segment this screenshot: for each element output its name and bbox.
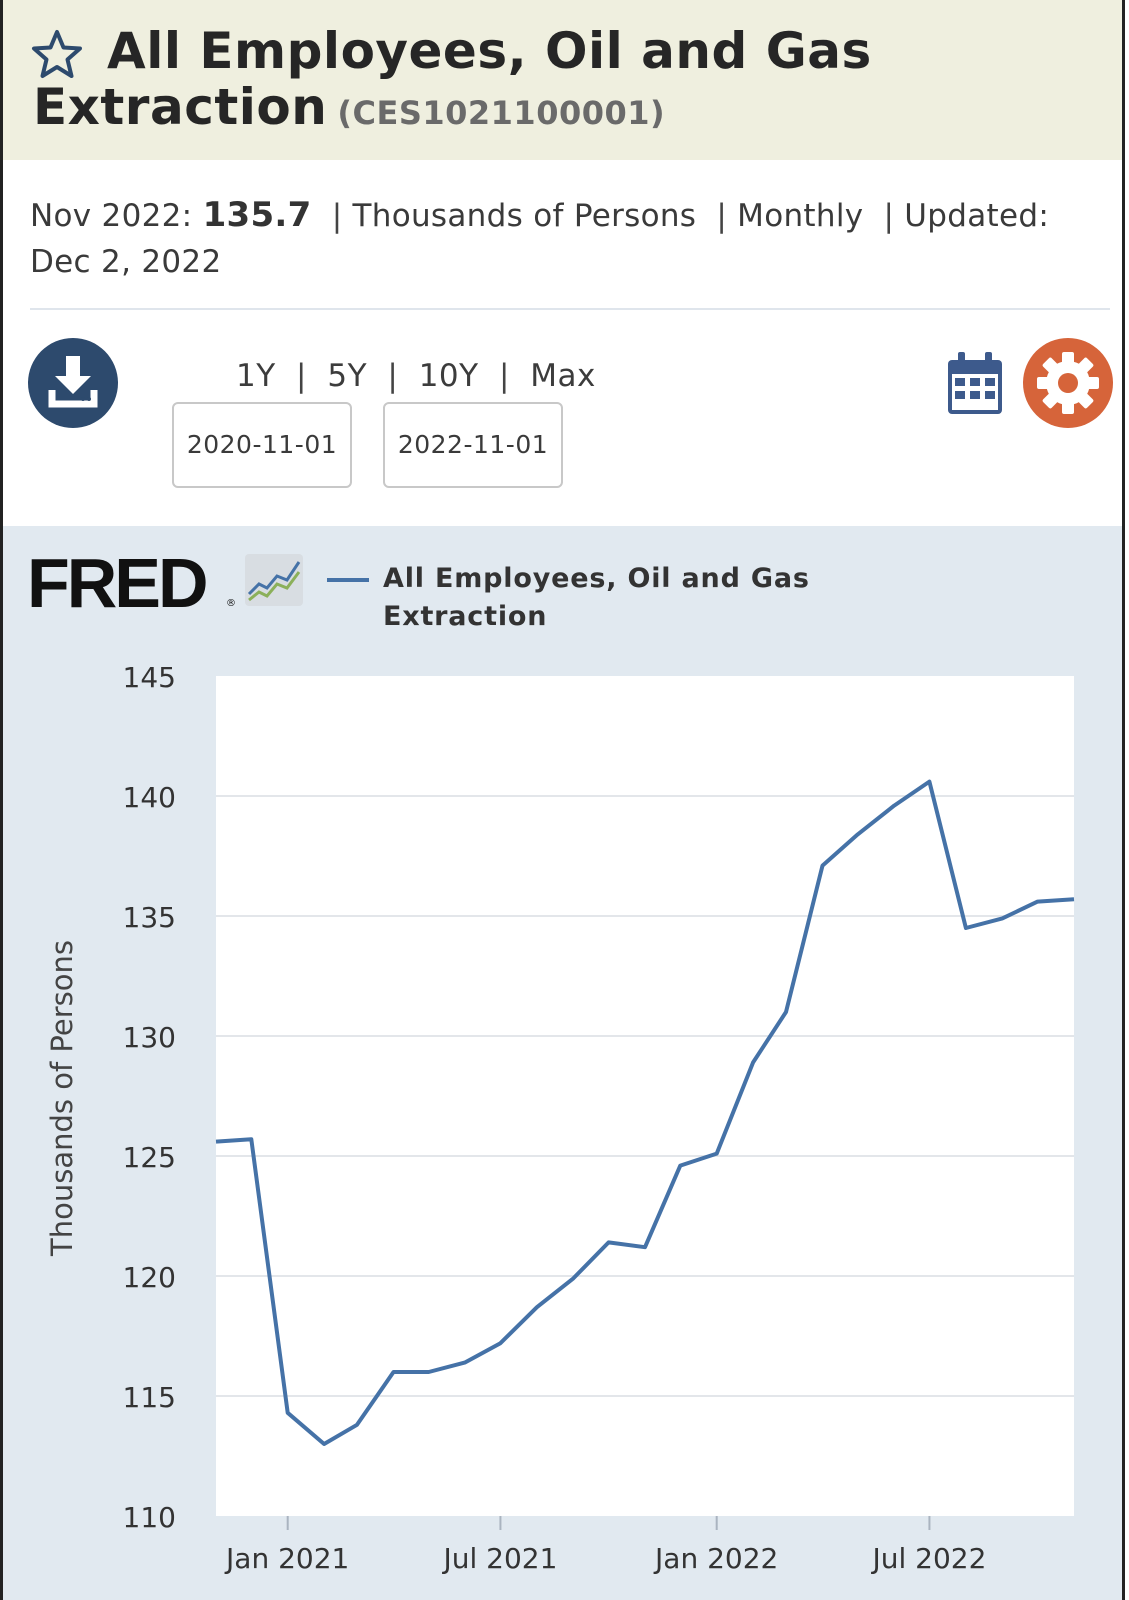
plot-background	[216, 676, 1074, 1516]
y-tick-label: 130	[123, 1021, 176, 1054]
units-label: Thousands of Persons	[352, 198, 697, 234]
settings-button[interactable]	[1023, 338, 1113, 428]
x-tick-label: Jan 2021	[224, 1542, 349, 1575]
x-tick-label: Jan 2022	[653, 1542, 778, 1575]
page-title-line2: Extraction (CES1021100001)	[33, 78, 665, 136]
fred-chart-icon	[245, 554, 303, 606]
separator: |	[331, 198, 343, 234]
y-tick-label: 145	[123, 661, 176, 694]
separator: |	[387, 358, 399, 394]
gear-icon	[1037, 352, 1099, 414]
download-button[interactable]	[28, 338, 118, 428]
end-date-input[interactable]: 2022-11-01	[383, 402, 563, 488]
updated-label: Updated:	[904, 198, 1050, 234]
y-axis-label: Thousands of Persons	[45, 940, 79, 1257]
y-tick-label: 120	[123, 1261, 176, 1294]
fred-logo: FRED	[27, 544, 209, 622]
updated-date: Dec 2, 2022	[30, 244, 222, 280]
separator: |	[498, 358, 510, 394]
range-selector: 1Y | 5Y | 10Y | Max	[236, 358, 596, 394]
divider	[30, 308, 1110, 310]
frequency-label: Monthly	[737, 198, 864, 234]
calendar-icon[interactable]	[946, 350, 1004, 416]
page-title-line2-text: Extraction	[33, 78, 328, 136]
series-id: (CES1021100001)	[337, 94, 666, 132]
y-tick-label: 115	[123, 1381, 176, 1414]
star-icon[interactable]	[30, 28, 84, 82]
page-title-line1: All Employees, Oil and Gas	[107, 22, 872, 80]
observation-date: Nov 2022:	[30, 198, 193, 234]
range-1y[interactable]: 1Y	[236, 358, 276, 394]
series-line	[215, 779, 1075, 1446]
x-tick-label: Jul 2022	[870, 1542, 986, 1575]
separator: |	[883, 198, 895, 234]
legend-label: All Employees, Oil and Gas Extraction	[383, 563, 810, 632]
legend-swatch	[327, 578, 369, 582]
separator: |	[716, 198, 728, 234]
fred-registered-mark: ®	[226, 598, 236, 609]
series-header: All Employees, Oil and Gas Extraction (CE…	[3, 0, 1122, 160]
y-tick-label: 135	[123, 901, 176, 934]
observation-value: 135.7	[202, 195, 312, 235]
y-tick-label: 110	[123, 1501, 176, 1534]
range-max[interactable]: Max	[530, 358, 596, 394]
series-meta: Nov 2022: 135.7 | Thousands of Persons | M…	[30, 192, 1100, 285]
separator: |	[296, 358, 307, 394]
range-10y[interactable]: 10Y	[418, 358, 479, 394]
range-5y[interactable]: 5Y	[327, 358, 368, 394]
start-date-input[interactable]: 2020-11-01	[172, 402, 352, 488]
y-tick-label: 140	[123, 781, 176, 814]
download-icon	[48, 356, 98, 408]
x-tick-label: Jul 2021	[441, 1542, 557, 1575]
y-tick-label: 125	[123, 1141, 176, 1174]
